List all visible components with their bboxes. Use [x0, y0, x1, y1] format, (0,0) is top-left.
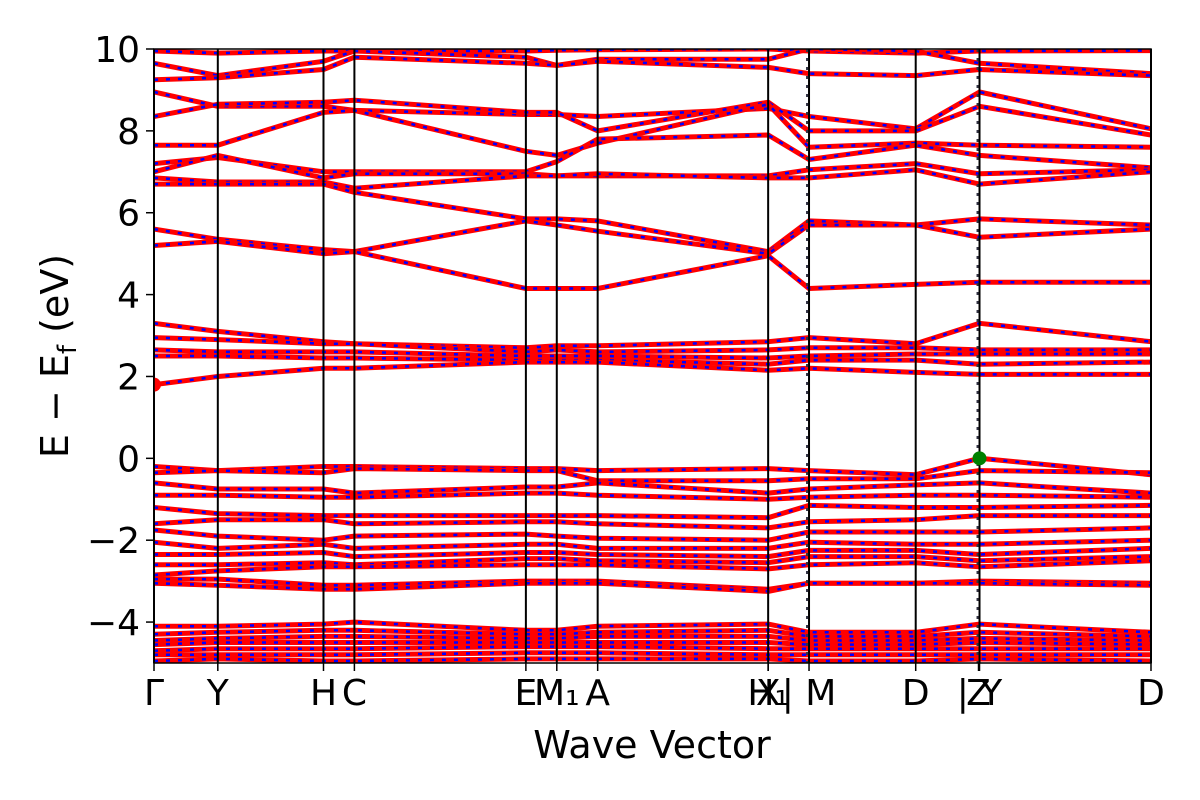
x-tick-label-4: E [515, 673, 538, 714]
y-axis-ticks: −4 −2 0 2 4 6 8 10 [87, 30, 154, 644]
band-20-overlay [154, 491, 1151, 501]
x-tick-label-1: Y [206, 673, 230, 714]
x-tick-label-3: C [342, 673, 367, 714]
plot-frame [153, 48, 1152, 664]
band-23-overlay [154, 526, 1151, 542]
y-tick-label-1: −2 [87, 521, 140, 562]
band-21-overlay [154, 504, 1151, 519]
band-36 [154, 656, 1151, 663]
band-lines [154, 49, 1151, 663]
band-31-overlay [154, 629, 1151, 638]
band-12 [154, 320, 1151, 351]
band-32 [154, 633, 1151, 643]
band-2 [154, 54, 1151, 83]
x-tick-label-2: H [310, 673, 337, 714]
band-24 [154, 537, 1151, 551]
y-tick-label-0: −4 [87, 603, 140, 644]
band-6 [154, 132, 1151, 175]
y-axis-label-unit: (eV) [33, 254, 77, 345]
x-tick-label-10: D [902, 673, 930, 714]
y-axis-label-main: E − E [33, 354, 77, 458]
band-10 [154, 218, 1151, 257]
band-edge-markers [154, 377, 987, 466]
band-34-overlay [154, 645, 1151, 652]
band-36-overlay [154, 657, 1151, 663]
band-25-overlay [154, 547, 1151, 558]
band-11 [154, 238, 1151, 291]
band-27-overlay [154, 559, 1151, 577]
band-23 [154, 525, 1151, 543]
band-4 [154, 97, 1151, 138]
y-axis-label: E − Ef (eV) [33, 254, 83, 458]
cbm-marker [154, 377, 161, 392]
x-tick-label-5: M₁ [534, 673, 580, 714]
x-tick-label-7: X [756, 673, 781, 714]
band-35-overlay [154, 651, 1151, 657]
band-30-overlay [154, 620, 1151, 634]
band-33 [154, 640, 1151, 648]
band-20 [154, 490, 1151, 502]
band-26-overlay [154, 555, 1151, 567]
band-9 [154, 181, 1151, 255]
band-18 [154, 466, 1151, 484]
band-35 [154, 650, 1151, 658]
band-32-overlay [154, 635, 1151, 642]
band-0-overlay [154, 49, 1151, 55]
x-tick-label-8: H₁ [747, 673, 789, 714]
y-tick-label-5: 6 [117, 194, 140, 235]
y-tick-label-2: 0 [117, 439, 140, 480]
band-19 [154, 480, 1151, 496]
vbm-marker [972, 451, 987, 466]
band-13-overlay [154, 336, 1151, 354]
y-tick-label-4: 4 [117, 276, 140, 317]
x-tick-label-9: | M [782, 673, 837, 714]
y-tick-label-7: 10 [94, 30, 140, 71]
y-tick-label-3: 2 [117, 357, 140, 398]
x-tick-label-6: A [585, 673, 610, 714]
band-3 [154, 89, 1151, 132]
band-33-overlay [154, 641, 1151, 646]
x-tick-label-0: Γ [144, 673, 164, 714]
band-22-overlay [154, 514, 1151, 530]
x-tick-label-12: | Y [957, 673, 1004, 714]
x-axis-label: Wave Vector [533, 723, 771, 767]
y-tick-label-6: 8 [117, 112, 140, 153]
band-34 [154, 644, 1151, 654]
band-17-overlay [154, 457, 1151, 476]
x-tick-label-11: Z [966, 673, 991, 714]
band-16 [154, 359, 1151, 388]
x-tick-label-13: D [1137, 673, 1165, 714]
band-6-overlay [154, 133, 1151, 174]
band-14-overlay [154, 348, 1151, 360]
y-axis-label-sub: f [53, 344, 83, 354]
band-29-overlay [154, 581, 1151, 593]
